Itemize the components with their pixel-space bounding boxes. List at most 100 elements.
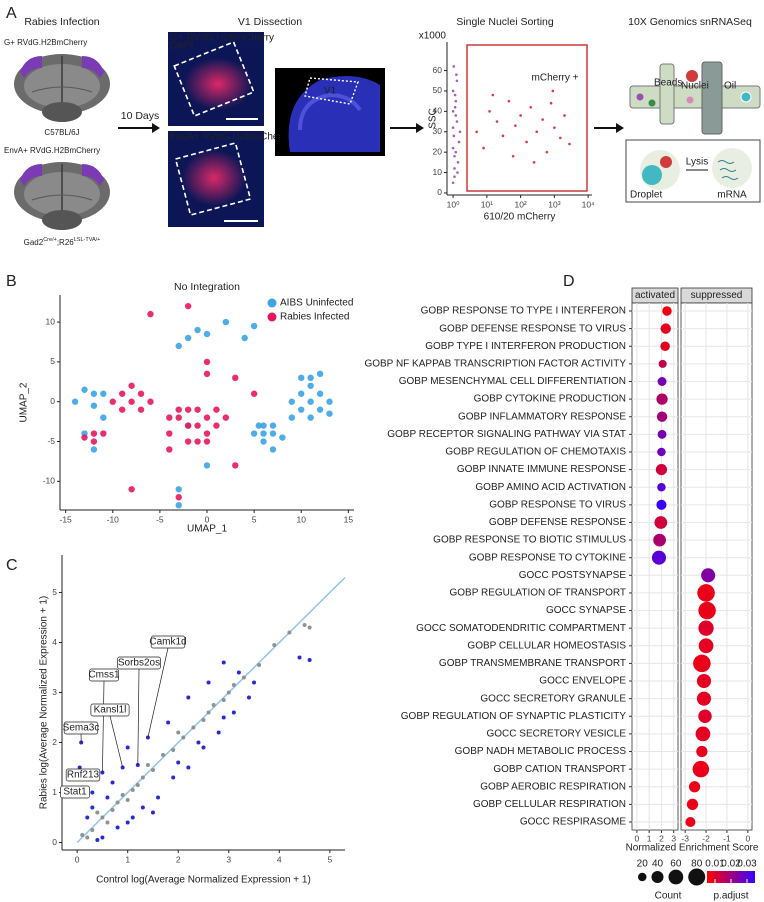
- point: [272, 643, 277, 647]
- y-tick-label: GOCC SECRETORY GRANULE: [480, 693, 626, 704]
- colorbar-label: 0.02: [721, 859, 741, 870]
- point: [175, 502, 182, 509]
- dot: [698, 709, 712, 723]
- axis-unit: x1000: [419, 31, 447, 42]
- point: [532, 161, 536, 164]
- v1-label: V1: [324, 86, 337, 97]
- image-label: DAPI: [170, 41, 193, 52]
- point: [255, 422, 263, 429]
- point: [128, 398, 135, 405]
- point: [454, 114, 458, 117]
- point: [563, 114, 566, 117]
- point: [147, 398, 154, 405]
- chart-title: No Integration: [174, 281, 240, 293]
- point: [194, 326, 201, 334]
- dot: [657, 429, 667, 439]
- point: [137, 406, 145, 413]
- y-tick-label: GOBP CELLULAR HOMEOSTASIS: [467, 640, 626, 651]
- point: [545, 150, 549, 154]
- point: [260, 422, 267, 429]
- point: [194, 422, 201, 429]
- dot: [656, 499, 667, 510]
- annotation-leader: [137, 668, 140, 766]
- point: [100, 390, 107, 397]
- point: [307, 414, 314, 421]
- point: [105, 795, 110, 800]
- point: [456, 161, 460, 164]
- y-tick-label: GOBP CELLULAR RESPIRATION: [473, 799, 626, 810]
- y-tick-label: 60: [433, 65, 443, 75]
- point: [128, 382, 135, 389]
- y-tick-label: GOBP RECEPTOR SIGNALING PATHWAY VIA STAT: [387, 429, 626, 440]
- size-legend-dot: [688, 868, 706, 886]
- point: [81, 386, 88, 393]
- sort-gate: [466, 44, 588, 192]
- point: [191, 725, 196, 730]
- point: [85, 835, 90, 840]
- point: [125, 798, 130, 802]
- point: [246, 695, 251, 700]
- y-tick-label: 50: [433, 85, 443, 95]
- facet-label: activated: [635, 290, 675, 301]
- point: [203, 370, 211, 378]
- colorbar-label: 0.01: [705, 859, 725, 870]
- annotation-leader: [102, 680, 105, 773]
- point: [100, 430, 107, 437]
- panel-a: A Rabies Infection G+ RVdG.H2BmCherry C5…: [4, 5, 761, 247]
- bead-icon: [648, 99, 656, 107]
- point: [156, 795, 161, 800]
- chip-label: Beads: [654, 78, 682, 89]
- point: [316, 370, 324, 378]
- dot: [698, 620, 714, 636]
- x-axis-label: UMAP_1: [187, 524, 227, 535]
- x-tick-label: 1: [125, 854, 130, 864]
- point: [100, 414, 107, 421]
- arrowhead: [152, 123, 160, 133]
- point: [166, 414, 173, 421]
- point: [250, 322, 258, 330]
- dot: [655, 463, 668, 476]
- point: [175, 406, 182, 413]
- dot: [688, 781, 701, 793]
- dot: [657, 482, 666, 492]
- legend-label: Rabies Infected: [280, 312, 350, 323]
- point: [95, 838, 100, 842]
- point: [326, 398, 333, 405]
- point: [184, 422, 192, 429]
- y-tick-label: GOBP DEFENSE RESPONSE: [489, 517, 626, 528]
- bead-icon: [686, 96, 694, 104]
- y-tick-label: 1: [52, 787, 57, 797]
- annotation-label: Camk1d: [149, 637, 186, 648]
- y-tick-label: 30: [433, 126, 443, 136]
- chip-channel: [701, 61, 723, 135]
- bead-icon: [686, 70, 698, 82]
- dot: [660, 341, 670, 351]
- y-tick-label: 10: [46, 316, 56, 326]
- point: [194, 406, 201, 413]
- annotation-box: [117, 656, 161, 670]
- point: [288, 414, 296, 421]
- x-tick-label: 4: [277, 854, 282, 864]
- point: [495, 120, 499, 123]
- annotation-label: Sorbs2os: [118, 658, 160, 669]
- x-tick-label: 0: [205, 514, 210, 524]
- point: [184, 334, 192, 342]
- point: [105, 820, 110, 825]
- point: [232, 374, 239, 382]
- point: [213, 406, 220, 413]
- point: [203, 462, 211, 469]
- point: [90, 402, 98, 409]
- signal: [182, 150, 246, 206]
- point: [166, 446, 173, 453]
- point: [568, 142, 571, 146]
- point: [316, 390, 324, 397]
- annotation-box: [90, 703, 130, 717]
- point: [232, 462, 239, 469]
- x-tick-label: 15: [344, 514, 354, 524]
- dot: [654, 516, 668, 529]
- point: [118, 406, 126, 413]
- y-tick-label: 0: [437, 187, 442, 197]
- point: [307, 625, 312, 630]
- point: [541, 118, 544, 121]
